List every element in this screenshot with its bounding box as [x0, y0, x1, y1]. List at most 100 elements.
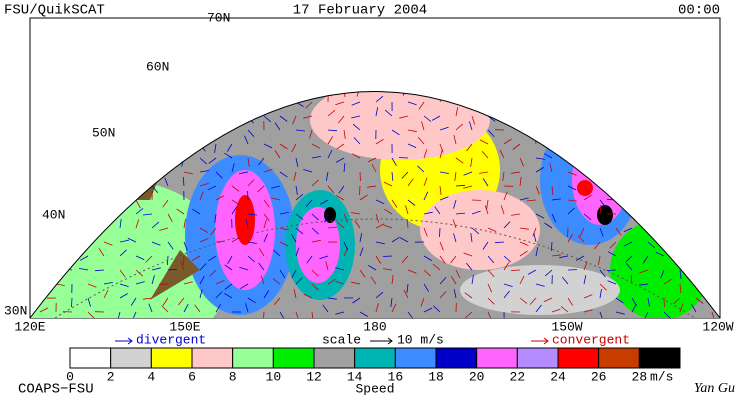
wind-arrow — [583, 294, 593, 299]
colorbar-box — [476, 347, 518, 369]
wind-arrow — [231, 199, 240, 206]
wind-arrow — [453, 135, 457, 145]
wind-arrow — [291, 234, 297, 243]
colorbar-box — [354, 347, 396, 369]
divergent-label: divergent — [136, 332, 206, 347]
wind-arrow — [295, 247, 300, 257]
wind-arrow — [519, 297, 528, 304]
wind-arrow — [247, 179, 255, 187]
wind-arrow — [199, 238, 209, 243]
wind-arrow — [423, 307, 433, 313]
wind-arrow — [407, 269, 417, 274]
colorbar-tick-label: 2 — [107, 369, 115, 384]
wind-arrow — [567, 227, 569, 238]
wind-arrow — [673, 297, 681, 305]
wind-arrow — [145, 255, 153, 263]
wind-arrow — [161, 305, 169, 313]
wind-arrow — [482, 241, 489, 250]
wind-arrow — [470, 157, 473, 167]
wind-arrow — [439, 255, 446, 264]
wind-arrow — [183, 241, 188, 251]
wind-arrow — [327, 297, 337, 300]
wind-arrow — [455, 269, 461, 279]
colorbar-tick-label: 14 — [347, 369, 363, 384]
wind-arrow — [293, 171, 297, 181]
wind-arrow — [519, 227, 529, 230]
wind-arrow — [407, 129, 417, 133]
colorbar-label: Speed — [355, 381, 394, 396]
wind-arrow — [311, 227, 319, 235]
wind-arrow — [311, 156, 321, 159]
wind-arrow — [639, 269, 649, 274]
title-date: 17 February 2004 — [293, 3, 427, 19]
wind-arrow — [352, 297, 361, 304]
wind-arrow — [423, 255, 432, 261]
wind-arrow — [433, 305, 441, 313]
wind-arrow — [295, 157, 299, 167]
wind-arrow — [421, 121, 425, 131]
wind-arrow — [452, 219, 457, 229]
wind-arrow — [371, 163, 377, 173]
title-time: 00:00 — [678, 3, 720, 19]
wind-arrow — [117, 311, 121, 318]
wind-arrow — [453, 233, 457, 243]
wind-arrow — [207, 185, 217, 191]
wind-arrow — [583, 213, 592, 221]
colorbar-tick-label: 10 — [266, 369, 282, 384]
wind-arrow — [482, 178, 489, 187]
wind-arrow — [527, 269, 537, 275]
wind-arrow — [119, 269, 126, 278]
wind-arrow — [162, 199, 169, 208]
wind-arrow — [398, 157, 409, 159]
wind-arrow — [245, 219, 249, 229]
wind-arrow — [711, 311, 715, 318]
wind-arrow — [401, 171, 409, 179]
wind-arrow — [607, 251, 617, 257]
divergent-arrow — [115, 337, 133, 345]
wind-arrow — [551, 185, 554, 196]
wind-arrow — [135, 199, 141, 209]
lat-label: 40N — [42, 207, 65, 222]
wind-arrow — [583, 275, 587, 285]
wind-arrow — [579, 227, 585, 237]
wind-arrow — [642, 255, 649, 264]
wind-arrow — [132, 311, 137, 318]
wind-arrow — [499, 149, 505, 159]
wind-arrow — [423, 191, 429, 201]
wind-arrow — [263, 290, 270, 299]
wind-arrow — [407, 311, 414, 318]
wind-arrow — [471, 227, 480, 235]
wind-arrow — [466, 143, 473, 152]
wind-arrow — [351, 115, 361, 119]
wind-arrow — [399, 115, 409, 119]
wind-arrow — [481, 150, 489, 159]
wind-arrow — [544, 222, 553, 229]
lon-label: 120E — [14, 319, 45, 334]
wind-arrow — [453, 289, 457, 299]
wind-arrow — [295, 227, 304, 235]
wind-arrow — [182, 176, 185, 187]
wind-arrow — [151, 241, 161, 246]
wind-arrow — [407, 101, 417, 106]
lat-label: 60N — [146, 59, 169, 74]
wind-arrow — [368, 265, 377, 271]
wind-arrow — [273, 249, 281, 257]
wind-arrow — [615, 311, 625, 315]
wind-arrow — [549, 163, 553, 173]
wind-arrow — [567, 234, 573, 243]
wind-arrow — [533, 233, 537, 243]
wind-arrow — [354, 220, 361, 229]
wind-arrow — [631, 303, 637, 313]
wind-arrow — [519, 241, 529, 246]
wind-arrow — [151, 267, 161, 271]
wind-arrow — [273, 297, 281, 306]
wind-arrow — [535, 185, 540, 195]
wind-arrow — [274, 150, 281, 159]
colorbar-tick-label: 20 — [469, 369, 485, 384]
wind-arrow — [103, 241, 113, 246]
wind-arrow — [455, 184, 466, 187]
wind-arrow — [279, 115, 288, 122]
wind-arrow — [247, 213, 257, 216]
wind-arrow — [503, 138, 512, 145]
wind-arrow — [159, 227, 169, 231]
